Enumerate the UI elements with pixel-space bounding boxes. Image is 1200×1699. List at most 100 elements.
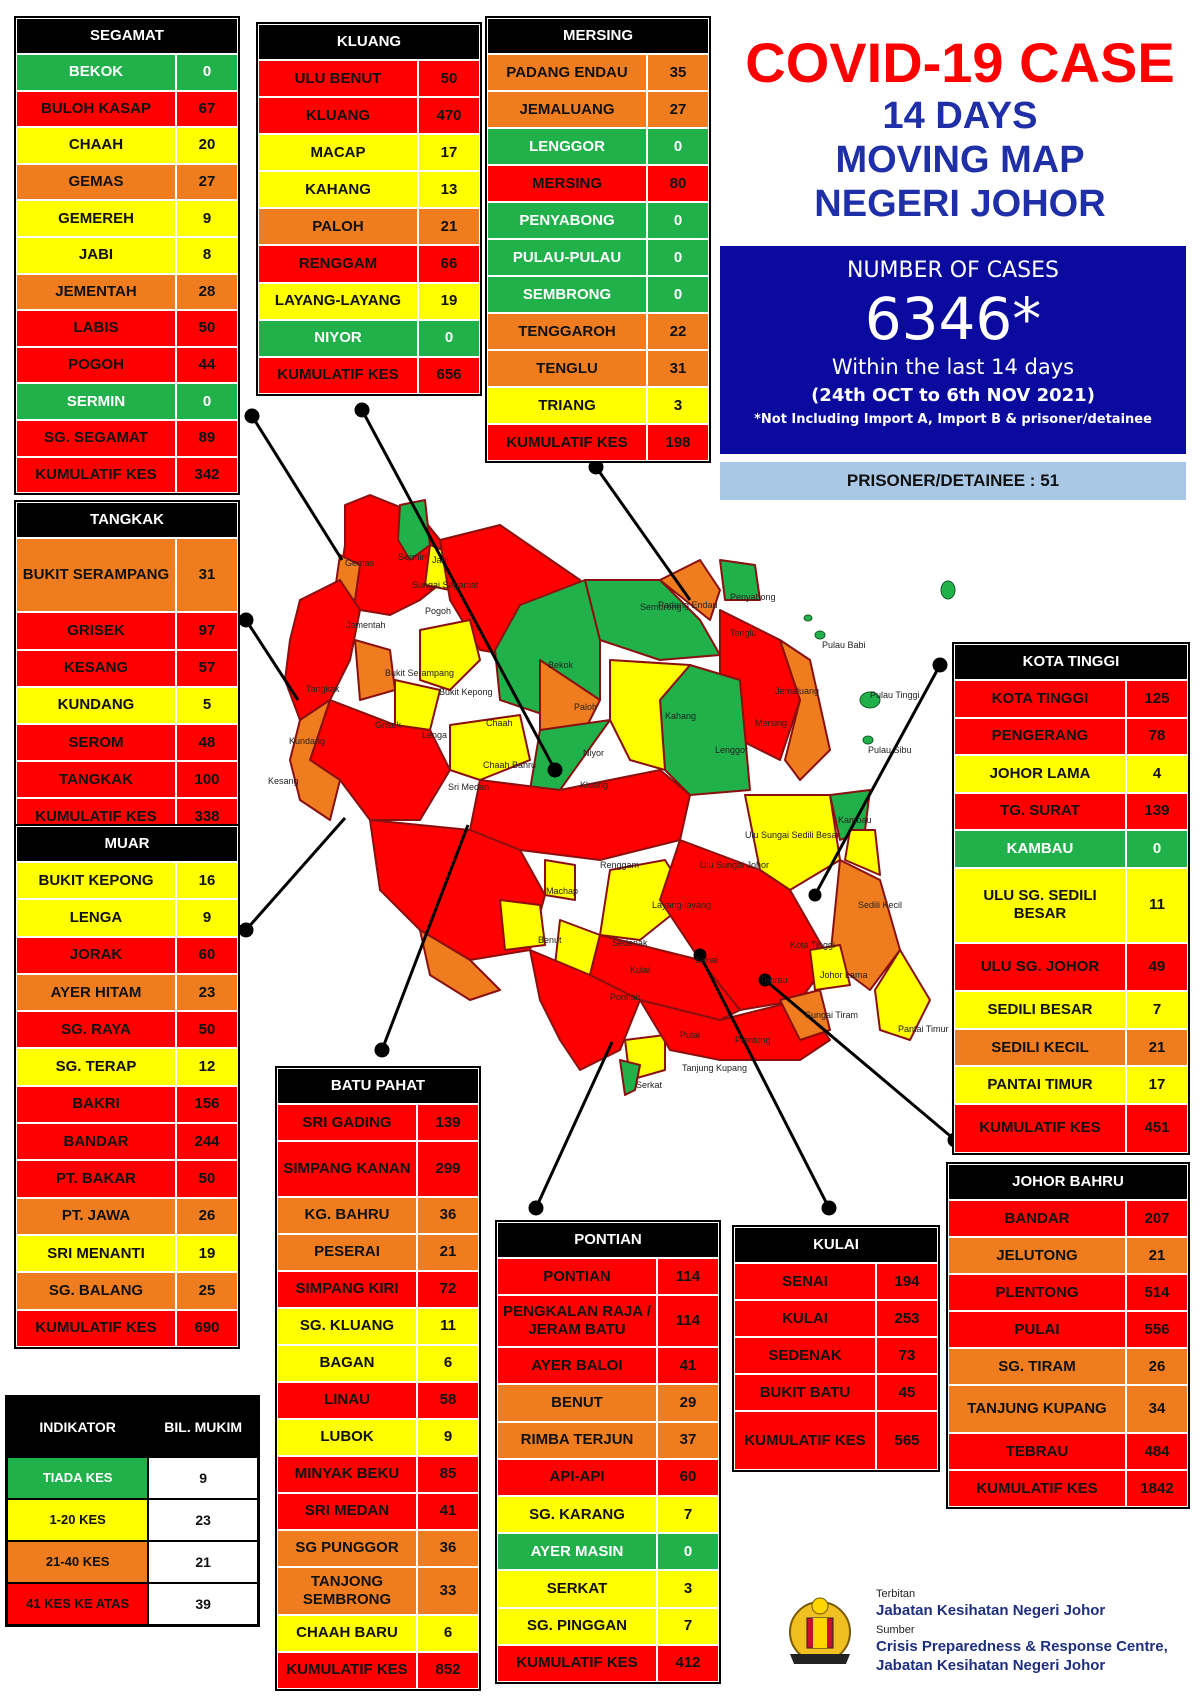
table-row: LABIS 50 <box>16 310 238 347</box>
case-count: 244 <box>176 1123 238 1161</box>
map-region-sedili-besar <box>844 829 881 876</box>
mukim-name: SIMPANG KIRI <box>277 1270 417 1308</box>
district-name: MUAR <box>16 826 238 862</box>
jata-emblem <box>780 1592 860 1682</box>
case-count: 41 <box>657 1347 719 1385</box>
table-row: KUMULATIF KES 690 <box>16 1309 238 1347</box>
case-count: 114 <box>657 1258 719 1296</box>
case-count: 20 <box>176 127 238 164</box>
mukim-name: PULAU-PULAU <box>487 239 647 276</box>
table-row: SG. KARANG 7 <box>497 1496 719 1534</box>
case-count: 412 <box>657 1644 719 1682</box>
mukim-name: SG. BALANG <box>16 1272 176 1310</box>
case-count: 0 <box>418 319 480 357</box>
map-region-bp-coast <box>419 929 501 1001</box>
map-region-bp-yellow <box>499 899 546 951</box>
table-row: AYER MASIN 0 <box>497 1533 719 1571</box>
district-name: MERSING <box>487 18 709 54</box>
table-row: JEMENTAH 28 <box>16 273 238 311</box>
mukim-name: ULU SG. SEDILI BESAR <box>954 867 1126 943</box>
mukim-name: SG. SEGAMAT <box>16 419 176 457</box>
district-name: TANGKAK <box>16 502 238 538</box>
mukim-name: KUMULATIF KES <box>497 1644 657 1682</box>
table-row: SRI GADING 139 <box>277 1104 479 1141</box>
case-count: 194 <box>876 1263 938 1300</box>
district-name: SEGAMAT <box>16 18 238 54</box>
case-count: 25 <box>176 1272 238 1310</box>
mukim-name: PADANG ENDAU <box>487 54 647 91</box>
table-row: JEMALUANG 27 <box>487 91 709 128</box>
table-row: BANDAR 244 <box>16 1123 238 1161</box>
table-row: BUKIT SERAMPANG 31 <box>16 538 238 613</box>
mukim-name: SG. PINGGAN <box>497 1607 657 1645</box>
table-row: KUMULATIF KES 412 <box>497 1644 719 1682</box>
table-row: PT. JAWA 26 <box>16 1197 238 1235</box>
map-island-aur <box>940 580 956 600</box>
table-row: SEDILI BESAR 7 <box>954 991 1188 1029</box>
case-count: 0 <box>647 276 709 313</box>
case-count: 23 <box>176 973 238 1012</box>
mukim-name: SIMPANG KANAN <box>277 1141 417 1197</box>
table-row: SIMPANG KIRI 72 <box>277 1270 479 1308</box>
table-row: KLUANG 470 <box>258 97 480 135</box>
mukim-name: KUMULATIF KES <box>16 1309 176 1347</box>
table-row: TENGGAROH 22 <box>487 313 709 350</box>
terbitan-value: Jabatan Kesihatan Negeri Johor <box>876 1602 1106 1619</box>
mukim-name: JEMALUANG <box>487 91 647 128</box>
mukim-name: KOTA TINGGI <box>954 680 1126 718</box>
map-region-tenglu <box>659 559 721 621</box>
mukim-name: PENGKALAN RAJA / JERAM BATU <box>497 1295 657 1348</box>
mukim-name: PULAI <box>948 1311 1126 1348</box>
mukim-name: SERMIN <box>16 383 176 420</box>
legend-label: 21-40 KES <box>7 1541 149 1583</box>
table-row: KUMULATIF KES 656 <box>258 356 480 394</box>
summary-period: Within the last 14 days <box>831 355 1075 379</box>
mukim-name: ULU BENUT <box>258 60 418 98</box>
case-count: 85 <box>417 1455 479 1493</box>
case-count: 3 <box>647 387 709 424</box>
mukim-name: PONTIAN <box>497 1258 657 1296</box>
legend-count: 21 <box>148 1541 258 1583</box>
mukim-name: SEMBRONG <box>487 276 647 313</box>
summary-total: 6346* <box>864 285 1042 353</box>
case-count: 29 <box>657 1384 719 1422</box>
mukim-name: AYER BALOI <box>497 1347 657 1385</box>
table-row: CHAAH BARU 6 <box>277 1614 479 1652</box>
case-count: 253 <box>876 1300 938 1337</box>
case-count: 5 <box>176 686 238 724</box>
table-row: JABI 8 <box>16 236 238 274</box>
table-row: SEROM 48 <box>16 723 238 762</box>
mukim-name: TANJONG SEMBRONG <box>277 1566 417 1615</box>
table-row: MINYAK BEKU 85 <box>277 1455 479 1493</box>
district-table-batu-pahat: BATU PAHAT SRI GADING 139 SIMPANG KANAN 299 K… <box>275 1066 481 1691</box>
mukim-name: SG. KLUANG <box>277 1307 417 1345</box>
table-row: KAMBAU 0 <box>954 830 1188 868</box>
case-count: 60 <box>176 936 238 974</box>
case-count: 514 <box>1126 1274 1188 1311</box>
terbitan-label: Terbitan <box>876 1588 916 1600</box>
table-row: KUMULATIF KES 451 <box>954 1103 1188 1153</box>
mukim-name: BAKRI <box>16 1085 176 1124</box>
case-count: 198 <box>647 424 709 461</box>
case-count: 36 <box>417 1529 479 1567</box>
mukim-name: RIMBA TERJUN <box>497 1421 657 1459</box>
case-count: 67 <box>176 90 238 128</box>
table-row: SRI MENANTI 19 <box>16 1234 238 1273</box>
case-count: 114 <box>657 1295 719 1348</box>
mukim-name: GRISEK <box>16 612 176 650</box>
case-count: 22 <box>647 313 709 350</box>
case-count: 17 <box>1126 1066 1188 1104</box>
case-count: 299 <box>417 1141 479 1197</box>
map-region-pantai-timur <box>874 949 931 1041</box>
district-table-kluang: KLUANG ULU BENUT 50 KLUANG 470 MACAP 17 KAHANG 1… <box>256 22 482 396</box>
case-count: 58 <box>417 1381 479 1419</box>
case-count: 50 <box>418 60 480 98</box>
case-count: 50 <box>176 310 238 347</box>
district-name: KLUANG <box>258 24 480 60</box>
mukim-name: ULU SG. JOHOR <box>954 942 1126 992</box>
case-count: 57 <box>176 649 238 687</box>
mukim-name: AYER HITAM <box>16 973 176 1012</box>
map-region-ulu-sg-sedili <box>744 794 841 891</box>
mukim-name: SG. RAYA <box>16 1011 176 1049</box>
table-row: JOHOR LAMA 4 <box>954 755 1188 793</box>
